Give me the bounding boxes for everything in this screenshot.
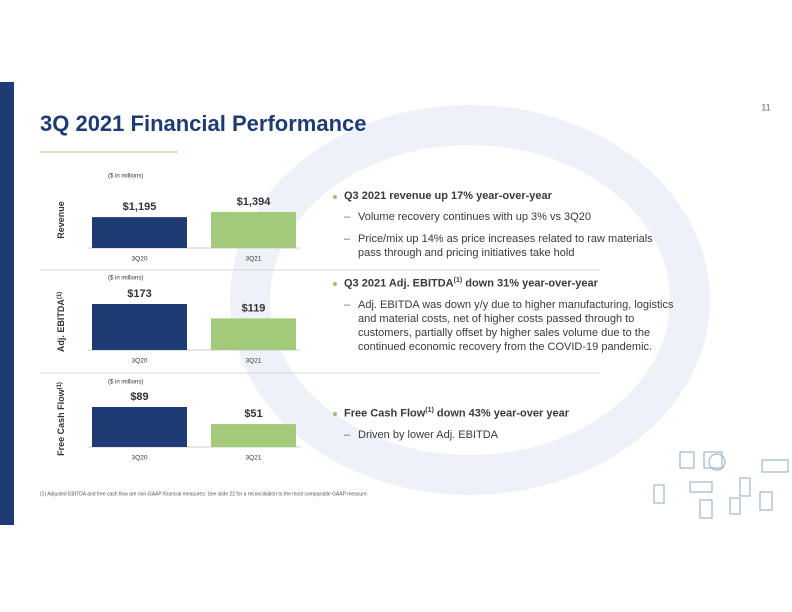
y-axis-label: Revenue — [56, 201, 66, 239]
bar — [92, 407, 187, 447]
sub-bullet: Driven by lower Adj. EBITDA — [333, 428, 678, 442]
y-axis-label: Adj. EBITDA(1) — [56, 292, 66, 352]
category-label: 3Q21 — [246, 256, 262, 263]
bullet-text: Q3 2021 revenue up 17% year-over-year — [344, 190, 552, 202]
value-label: $51 — [244, 408, 262, 420]
bullet-text: Q3 2021 Adj. EBITDA — [344, 277, 454, 290]
background-logo — [230, 105, 710, 495]
bar — [92, 217, 187, 248]
category-label: 3Q20 — [132, 256, 148, 263]
y-axis-label: Free Cash Flow(1) — [56, 382, 66, 456]
bullet-heading: Q3 2021 Adj. EBITDA(1) down 31% year-ove… — [333, 277, 678, 290]
value-label: $1,195 — [123, 201, 157, 213]
bullet-heading: Q3 2021 revenue up 17% year-over-year — [333, 190, 678, 202]
footnote-ref: (1) — [453, 277, 463, 284]
value-label: $173 — [127, 288, 151, 300]
chart-subtitle: ($ in millions) — [108, 380, 143, 386]
value-label: $89 — [130, 391, 148, 403]
category-label: 3Q20 — [132, 358, 148, 365]
bullet: Q3 2021 Adj. EBITDA(1) down 31% year-ove… — [333, 277, 678, 354]
bar — [211, 318, 296, 350]
footnote: (1) Adjusted EBITDA and free cash flow a… — [40, 491, 368, 497]
footnote-ref: (1) — [425, 407, 434, 414]
bar — [211, 212, 296, 248]
bar — [92, 304, 187, 350]
value-label: $1,394 — [237, 196, 272, 208]
y-axis-label-text: Free Cash Flow — [56, 388, 66, 456]
bullet-text: down 43% year-over year — [433, 407, 569, 420]
sub-bullet: Adj. EBITDA was down y/y due to higher m… — [333, 298, 678, 354]
bullet-text: down 31% year-over-year — [462, 277, 598, 290]
y-axis-label-text: Revenue — [56, 201, 66, 239]
slide-title: 3Q 2021 Financial Performance — [40, 111, 367, 136]
y-axis-label-note: (1) — [57, 382, 63, 389]
y-axis-label-text: Adj. EBITDA — [56, 299, 66, 352]
bullet: Free Cash Flow(1) down 43% year-over yea… — [333, 407, 678, 442]
chart-subtitle: ($ in millions) — [108, 174, 143, 180]
bullet-text: Free Cash Flow — [344, 407, 426, 420]
bar — [211, 424, 296, 447]
bullet: Q3 2021 revenue up 17% year-over-year Vol… — [333, 190, 678, 260]
sub-bullet: Volume recovery continues with up 3% vs … — [333, 210, 678, 224]
page-number: 11 — [761, 102, 770, 112]
sub-bullet: Price/mix up 14% as price increases rela… — [333, 232, 678, 260]
category-label: 3Q21 — [246, 358, 262, 365]
value-label: $119 — [242, 302, 266, 314]
side-bar — [0, 82, 14, 525]
category-label: 3Q21 — [246, 455, 262, 462]
chart-subtitle: ($ in millions) — [108, 276, 143, 282]
category-label: 3Q20 — [132, 455, 148, 462]
bullet-heading: Free Cash Flow(1) down 43% year-over yea… — [333, 407, 678, 420]
packaging-illustration — [653, 451, 789, 519]
y-axis-label-note: (1) — [57, 292, 63, 299]
